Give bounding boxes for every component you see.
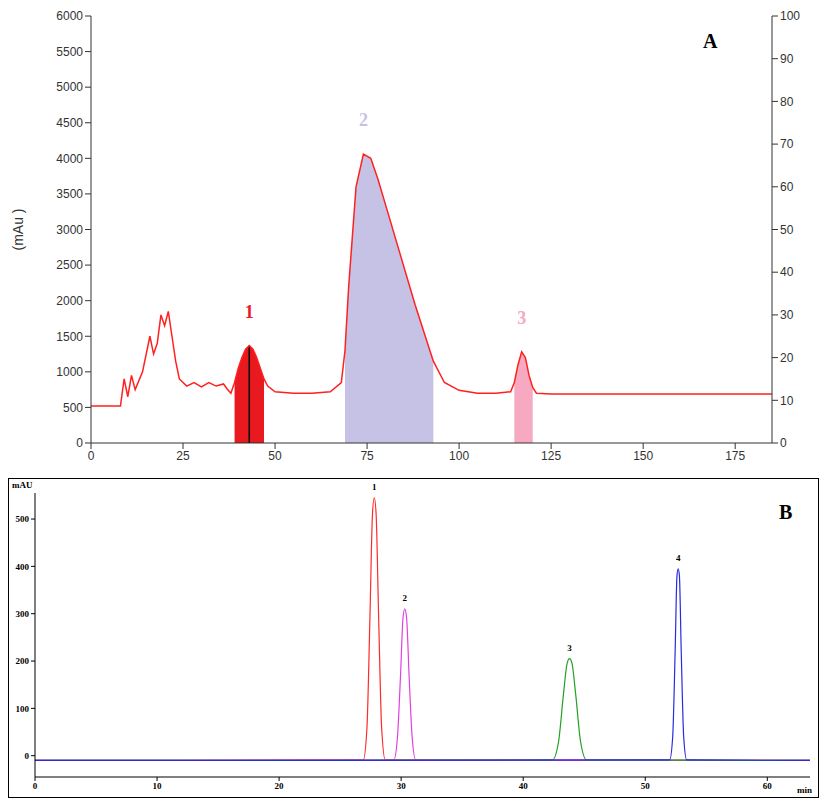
svg-text:2500: 2500: [56, 258, 83, 272]
svg-text:5500: 5500: [56, 45, 83, 59]
svg-text:400: 400: [16, 562, 30, 572]
svg-text:175: 175: [725, 449, 745, 463]
svg-text:3: 3: [517, 308, 526, 328]
svg-text:20: 20: [780, 351, 794, 365]
svg-text:0: 0: [780, 436, 787, 450]
svg-text:100: 100: [780, 9, 800, 23]
svg-text:2: 2: [359, 110, 368, 130]
html-text:min: min: [797, 785, 812, 795]
svg-text:100: 100: [449, 449, 469, 463]
svg-text:50: 50: [268, 449, 282, 463]
svg-text:150: 150: [633, 449, 653, 463]
svg-text:50: 50: [780, 223, 794, 237]
svg-text:1000: 1000: [56, 365, 83, 379]
html-text:A: A: [703, 30, 718, 52]
svg-text:80: 80: [780, 95, 794, 109]
svg-text:125: 125: [541, 449, 561, 463]
svg-text:60: 60: [763, 781, 773, 791]
svg-text:90: 90: [780, 52, 794, 66]
svg-text:75: 75: [360, 449, 374, 463]
svg-text:30: 30: [780, 308, 794, 322]
svg-text:50: 50: [641, 781, 651, 791]
svg-text:1500: 1500: [56, 330, 83, 344]
html-text:mAU: mAU: [12, 480, 33, 490]
svg-text:6000: 6000: [56, 9, 83, 23]
svg-text:70: 70: [780, 137, 794, 151]
svg-text:4: 4: [676, 553, 681, 563]
html-text:B: B: [779, 501, 793, 523]
svg-text:1: 1: [372, 482, 377, 492]
svg-text:40: 40: [780, 265, 794, 279]
svg-text:(mAu ): (mAu ): [10, 209, 26, 251]
svg-text:2: 2: [403, 593, 408, 603]
svg-text:0: 0: [88, 449, 95, 463]
svg-text:3500: 3500: [56, 187, 83, 201]
svg-text:25: 25: [176, 449, 190, 463]
svg-text:0: 0: [25, 751, 30, 761]
svg-text:0: 0: [76, 436, 83, 450]
svg-text:3000: 3000: [56, 223, 83, 237]
svg-text:10: 10: [780, 394, 794, 408]
svg-text:300: 300: [16, 609, 30, 619]
svg-text:10: 10: [153, 781, 163, 791]
svg-text:200: 200: [16, 656, 30, 666]
svg-text:4500: 4500: [56, 116, 83, 130]
svg-text:3: 3: [567, 643, 572, 653]
svg-text:30: 30: [397, 781, 407, 791]
svg-text:100: 100: [16, 704, 30, 714]
svg-text:5000: 5000: [56, 80, 83, 94]
svg-text:0: 0: [33, 781, 38, 791]
svg-text:2000: 2000: [56, 294, 83, 308]
svg-text:60: 60: [780, 180, 794, 194]
svg-text:500: 500: [16, 514, 30, 524]
svg-text:40: 40: [519, 781, 529, 791]
svg-text:20: 20: [275, 781, 285, 791]
svg-text:1: 1: [245, 302, 254, 322]
svg-text:500: 500: [63, 401, 83, 415]
svg-text:4000: 4000: [56, 152, 83, 166]
